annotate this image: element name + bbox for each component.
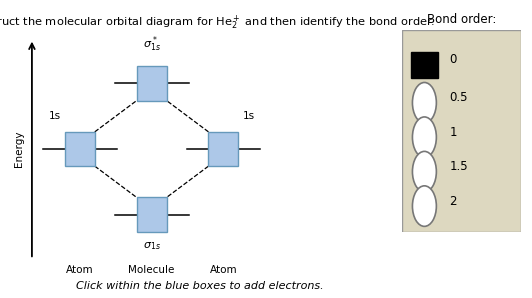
Text: 1s: 1s (243, 111, 254, 122)
Text: 1s: 1s (49, 111, 61, 122)
Circle shape (412, 186, 436, 226)
FancyBboxPatch shape (411, 52, 437, 78)
Text: $\sigma^*_{1s}$: $\sigma^*_{1s}$ (143, 35, 161, 54)
Text: Atom: Atom (210, 265, 237, 275)
FancyBboxPatch shape (65, 132, 95, 166)
FancyBboxPatch shape (137, 197, 167, 232)
Text: Click within the blue boxes to add electrons.: Click within the blue boxes to add elect… (76, 280, 323, 291)
Text: Energy: Energy (14, 131, 24, 167)
Text: Bond order:: Bond order: (427, 13, 496, 26)
Text: 0.5: 0.5 (450, 91, 468, 104)
Text: 0: 0 (450, 53, 457, 66)
Text: 1: 1 (450, 126, 457, 139)
Text: Construct the molecular orbital diagram for He$_2^+$ and then identify the bond : Construct the molecular orbital diagram … (0, 13, 435, 32)
FancyBboxPatch shape (137, 66, 167, 101)
Text: 2: 2 (450, 195, 457, 207)
Circle shape (412, 83, 436, 123)
Text: 1.5: 1.5 (450, 160, 468, 173)
Circle shape (412, 117, 436, 157)
Text: Molecule: Molecule (128, 265, 175, 275)
FancyBboxPatch shape (209, 132, 238, 166)
FancyBboxPatch shape (402, 30, 521, 232)
Text: Atom: Atom (66, 265, 94, 275)
Text: $\sigma_{1s}$: $\sigma_{1s}$ (143, 241, 161, 252)
Circle shape (412, 151, 436, 192)
